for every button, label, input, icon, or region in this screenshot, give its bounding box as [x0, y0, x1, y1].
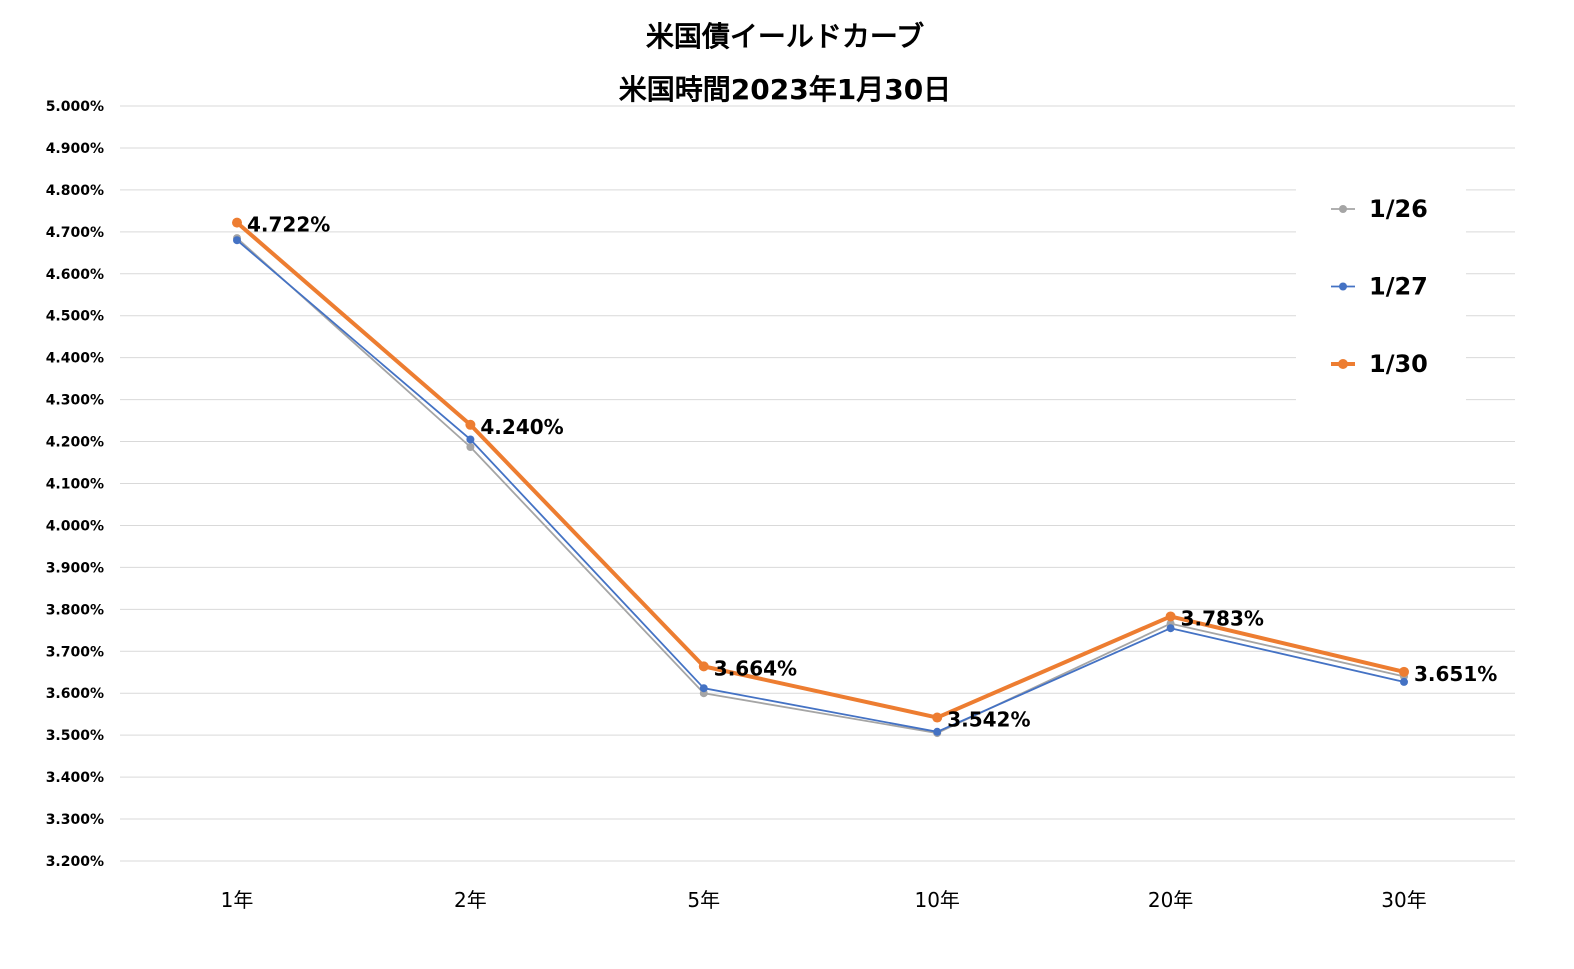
y-tick-label: 4.300%: [46, 393, 104, 409]
legend-label: 1/26: [1369, 195, 1428, 223]
y-tick-label: 4.800%: [46, 183, 104, 199]
data-label: 3.664%: [714, 656, 797, 680]
legend-label: 1/27: [1369, 273, 1428, 301]
y-axis-ticks: 3.200% 3.300% 3.400% 3.500% 3.600% 3.700% 3.80…: [46, 99, 104, 870]
y-tick-label: 3.600%: [46, 686, 104, 702]
y-tick-label: 4.400%: [46, 351, 104, 367]
data-point: [466, 443, 475, 452]
data-point: [698, 661, 709, 672]
y-tick-label: 4.500%: [46, 309, 104, 325]
data-point: [466, 435, 475, 444]
y-tick-label: 3.200%: [46, 854, 104, 870]
x-tick-label: 2年: [454, 888, 487, 912]
y-tick-label: 4.700%: [46, 225, 104, 241]
data-point: [1399, 666, 1409, 677]
y-tick-label: 4.900%: [46, 141, 104, 157]
y-tick-label: 3.500%: [46, 728, 104, 744]
y-tick-label: 3.700%: [46, 644, 104, 660]
data-labels: 4.722% 4.240% 3.664% 3.542% 3.783% 3.651%: [247, 213, 1497, 732]
data-label: 3.783%: [1181, 606, 1264, 630]
series-line-1-30: [235, 220, 1406, 720]
x-axis-ticks: 1年 2年 5年 10年 20年 30年: [221, 888, 1427, 912]
y-tick-label: 3.400%: [46, 770, 104, 786]
series-line-1-26: [236, 237, 1405, 734]
data-label: 4.722%: [247, 213, 330, 237]
data-label: 3.651%: [1414, 662, 1497, 686]
x-tick-label: 30年: [1381, 888, 1426, 912]
x-tick-label: 10年: [914, 888, 959, 912]
chart-title: 米国債イールドカーブ: [646, 20, 924, 53]
data-point: [1400, 677, 1408, 686]
y-tick-label: 4.200%: [46, 435, 104, 451]
y-tick-label: 3.900%: [46, 560, 104, 576]
data-point: [1165, 611, 1176, 622]
y-tick-label: 5.000%: [46, 99, 104, 115]
data-label: 3.542%: [947, 708, 1030, 732]
x-tick-label: 20年: [1148, 888, 1193, 912]
series-lines: [232, 217, 1409, 738]
data-point: [465, 419, 476, 430]
data-point: [232, 217, 242, 228]
data-point: [933, 727, 942, 736]
legend-swatch-marker: [1339, 282, 1347, 291]
y-tick-label: 4.100%: [46, 477, 104, 493]
data-point: [233, 236, 241, 245]
legend-box: [1296, 175, 1466, 403]
data-point: [932, 712, 943, 723]
y-tick-label: 3.300%: [46, 812, 104, 828]
x-tick-label: 5年: [687, 888, 720, 912]
series-line-1-27: [236, 239, 1405, 733]
legend-swatch-marker: [1339, 205, 1347, 213]
data-point: [699, 684, 708, 693]
x-tick-label: 1年: [221, 888, 254, 912]
legend-label: 1/30: [1369, 350, 1428, 378]
data-point: [1166, 624, 1175, 633]
y-tick-label: 4.600%: [46, 267, 104, 283]
data-label: 4.240%: [480, 415, 563, 439]
chart-subtitle: 米国時間2023年1月30日: [619, 73, 951, 106]
legend: 1/26 1/27 1/30: [1296, 175, 1466, 403]
gridlines: [120, 105, 1515, 862]
y-tick-label: 4.000%: [46, 518, 104, 534]
y-tick-label: 3.800%: [46, 602, 104, 618]
legend-swatch-marker: [1338, 359, 1348, 369]
